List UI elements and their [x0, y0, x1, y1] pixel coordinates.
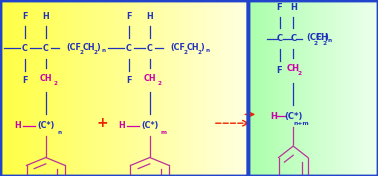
- Text: n: n: [205, 48, 209, 53]
- Text: H: H: [42, 12, 49, 21]
- Text: 2: 2: [297, 71, 301, 76]
- Text: C: C: [22, 44, 28, 53]
- Text: (C*): (C*): [37, 121, 54, 130]
- Text: H: H: [146, 12, 153, 21]
- Text: C: C: [126, 44, 132, 53]
- Text: F: F: [277, 66, 282, 75]
- Text: C: C: [276, 34, 283, 43]
- Text: F: F: [22, 12, 28, 21]
- Text: F: F: [126, 12, 132, 21]
- Text: ): ): [200, 43, 204, 52]
- Text: (CF: (CF: [171, 43, 186, 52]
- Text: 2: 2: [184, 50, 188, 55]
- Text: H: H: [290, 2, 297, 12]
- Text: 2: 2: [94, 50, 98, 55]
- Text: ): ): [96, 43, 100, 52]
- Text: CH: CH: [316, 33, 328, 42]
- Text: ): ): [324, 33, 328, 42]
- Text: H: H: [118, 121, 125, 130]
- Text: n: n: [327, 38, 332, 43]
- Text: F: F: [126, 76, 132, 85]
- Text: +: +: [97, 116, 108, 130]
- Text: (C*): (C*): [141, 121, 158, 130]
- Text: 2: 2: [322, 41, 327, 46]
- Text: n: n: [57, 130, 62, 135]
- Text: CH: CH: [83, 43, 95, 52]
- Text: CH: CH: [287, 64, 300, 73]
- Text: CH: CH: [187, 43, 199, 52]
- Text: m: m: [161, 130, 167, 135]
- Text: H: H: [270, 112, 277, 121]
- Text: F: F: [22, 76, 28, 85]
- Text: H: H: [14, 121, 21, 130]
- Text: C: C: [43, 44, 49, 53]
- Text: CH: CH: [39, 74, 52, 83]
- Text: 2: 2: [314, 41, 318, 46]
- Text: (CF: (CF: [67, 43, 82, 52]
- Text: (C*): (C*): [284, 112, 302, 121]
- Text: F: F: [277, 2, 282, 12]
- Text: 2: 2: [158, 81, 162, 86]
- Text: n+m: n+m: [294, 121, 310, 126]
- Text: n: n: [101, 48, 105, 53]
- Text: C: C: [290, 34, 296, 43]
- Text: 2: 2: [198, 50, 201, 55]
- Text: C: C: [147, 44, 153, 53]
- Text: (CF: (CF: [306, 33, 322, 42]
- Text: 2: 2: [54, 81, 58, 86]
- Text: 2: 2: [80, 50, 84, 55]
- Text: CH: CH: [144, 74, 156, 83]
